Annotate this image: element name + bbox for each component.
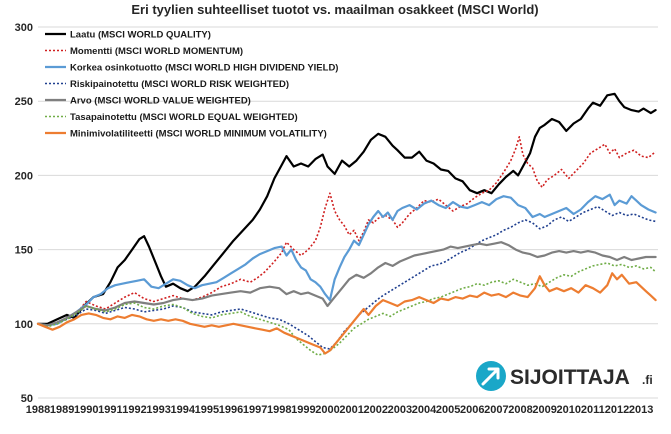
x-tick-label: 1990: [74, 404, 98, 416]
x-tick-label: 2007: [484, 404, 508, 416]
legend-label-6: Tasapainotettu (MSCI WORLD EQUAL WEIGHTE…: [70, 112, 298, 123]
trend-arrow-line: [481, 368, 499, 386]
chart-title: Eri tyylien suhteelliset tuotot vs. maai…: [131, 2, 538, 17]
x-tick-label: 2005: [436, 404, 460, 416]
series-line-7: [36, 272, 657, 355]
legend-label-3: Korkea osinkotuotto (MSCI WORLD HIGH DIV…: [70, 63, 338, 74]
y-axis-ticks: 50 100 150 200 250 300: [15, 22, 33, 405]
x-tick-label: 1997: [243, 404, 267, 416]
x-tick-label: 2009: [532, 404, 556, 416]
x-tick-label: 1993: [146, 404, 170, 416]
x-tick-label: 2012: [605, 404, 629, 416]
x-tick-label: 1995: [195, 404, 219, 416]
x-tick-label: 2002: [364, 404, 388, 416]
x-tick-label: 2011: [581, 404, 605, 416]
logo-text: SIJOITTAJA: [510, 366, 630, 389]
series-line-1: [36, 92, 657, 325]
y-tick-label: 300: [15, 22, 33, 34]
series-lines: [36, 92, 657, 356]
x-axis-ticks: 1988 1989 1990 1991 1992 1993 1994 1995 1996 1997…: [26, 404, 654, 416]
series-line-5: [36, 241, 657, 327]
legend-label-2: Momentti (MSCI WORLD MOMENTUM): [70, 46, 243, 57]
series-line-4: [37, 205, 656, 350]
x-tick-label: 1996: [219, 404, 243, 416]
series-line-3: [36, 193, 657, 327]
x-tick-label: 2010: [556, 404, 580, 416]
y-tick-label: 50: [21, 393, 33, 405]
x-tick-label: 1994: [171, 404, 196, 416]
logo-suffix: .fi: [642, 373, 653, 387]
x-tick-label: 1998: [267, 404, 291, 416]
x-tick-label: 1999: [291, 404, 315, 416]
sijoittaja-logo: SIJOITTAJA .fi: [476, 361, 653, 391]
legend-label-7: Minimivolatiliteetti (MSCI WORLD MINIMUM…: [70, 129, 327, 140]
legend: Laatu (MSCI WORLD QUALITY) Momentti (MSCI…: [45, 30, 338, 140]
x-tick-label: 2013: [629, 404, 653, 416]
x-tick-label: 2003: [388, 404, 412, 416]
x-tick-label: 1991: [98, 404, 122, 416]
y-tick-label: 250: [15, 96, 33, 108]
series-line-6: [37, 262, 657, 356]
y-tick-label: 150: [15, 245, 33, 257]
x-tick-label: 1992: [122, 404, 146, 416]
x-tick-label: 2000: [315, 404, 339, 416]
x-tick-label: 1989: [50, 404, 74, 416]
x-tick-label: 1988: [26, 404, 50, 416]
x-tick-label: 2008: [508, 404, 532, 416]
legend-label-1: Laatu (MSCI WORLD QUALITY): [70, 30, 211, 41]
series-line-2: [37, 136, 657, 328]
trend-arrow-head: [487, 367, 500, 380]
x-tick-label: 2006: [460, 404, 484, 416]
y-tick-label: 200: [15, 170, 33, 182]
x-tick-label: 2001: [339, 404, 363, 416]
legend-label-4: Riskipainotettu (MSCI WORLD RISK WEIGHTE…: [70, 79, 289, 90]
y-tick-label: 100: [15, 319, 33, 331]
legend-label-5: Arvo (MSCI WORLD VALUE WEIGHTED): [70, 96, 251, 107]
x-tick-label: 2004: [412, 404, 437, 416]
